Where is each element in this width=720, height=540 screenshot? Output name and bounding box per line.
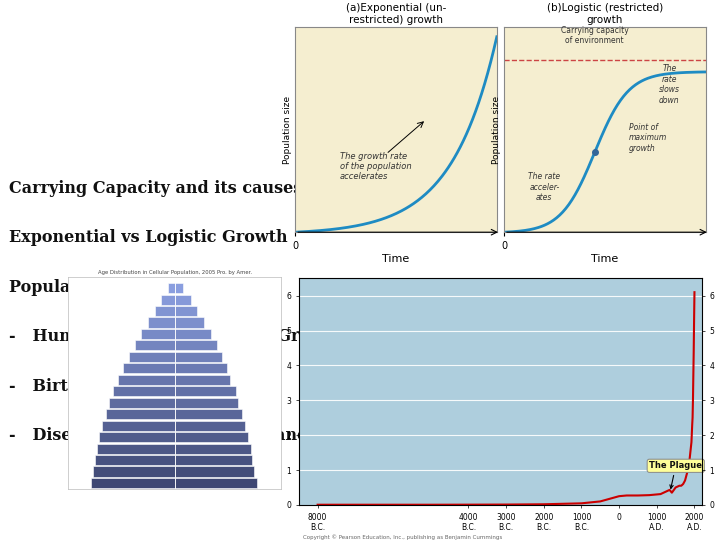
Bar: [129, 352, 175, 362]
Text: Carrying Capacity and its causes: Carrying Capacity and its causes: [9, 180, 302, 197]
Bar: [175, 294, 191, 305]
Bar: [96, 443, 175, 454]
Y-axis label: Population size: Population size: [492, 96, 501, 164]
Bar: [175, 397, 238, 408]
Bar: [118, 375, 175, 385]
Text: -   Human Population Growth Graph: - Human Population Growth Graph: [9, 328, 333, 345]
Title: (a)Exponential (un-
restricted) growth: (a)Exponential (un- restricted) growth: [346, 3, 446, 25]
Bar: [175, 375, 230, 385]
Bar: [155, 306, 175, 316]
Bar: [175, 352, 222, 362]
Bar: [175, 409, 242, 419]
Title: Age Distribution in Cellular Population, 2005 Pro. by Amer.: Age Distribution in Cellular Population,…: [98, 270, 251, 275]
Text: The Plague: The Plague: [649, 461, 702, 488]
Bar: [112, 386, 175, 396]
Y-axis label: Population size: Population size: [284, 96, 292, 164]
Bar: [109, 397, 175, 408]
Bar: [102, 421, 175, 431]
Bar: [175, 443, 251, 454]
Bar: [175, 478, 257, 488]
Text: -   Disease and Ecosystem Balance: - Disease and Ecosystem Balance: [9, 427, 317, 444]
Bar: [148, 318, 175, 328]
X-axis label: Time: Time: [382, 254, 410, 264]
Bar: [141, 329, 175, 339]
Text: Population Growth Graphs: Population Growth Graphs: [9, 279, 247, 296]
Bar: [175, 432, 248, 442]
Bar: [175, 363, 227, 373]
Bar: [175, 318, 204, 328]
Bar: [99, 432, 175, 442]
Text: Copyright © Pearson Education, Inc., publishing as Benjamin Cummings: Copyright © Pearson Education, Inc., pub…: [303, 535, 502, 540]
Bar: [135, 340, 175, 350]
Bar: [175, 467, 254, 477]
X-axis label: Time: Time: [591, 254, 618, 264]
Text: 2.1.4 Population Dynamics: 2.1.4 Population Dynamics: [18, 63, 603, 100]
Bar: [175, 386, 235, 396]
Text: Point of
maximum
growth: Point of maximum growth: [629, 123, 667, 153]
Text: -   Birth and Death Rates: - Birth and Death Rates: [9, 377, 233, 395]
Bar: [106, 409, 175, 419]
Bar: [175, 455, 253, 465]
Bar: [91, 478, 175, 488]
Bar: [175, 421, 246, 431]
Bar: [161, 294, 175, 305]
Title: (b)Logistic (restricted)
growth: (b)Logistic (restricted) growth: [546, 3, 663, 25]
Bar: [175, 306, 197, 316]
Text: The growth rate
of the population
accelerates: The growth rate of the population accele…: [340, 152, 411, 181]
Text: Carrying capacity
of environment: Carrying capacity of environment: [561, 26, 629, 45]
Bar: [168, 283, 175, 293]
Text: The rate
acceler-
ates: The rate acceler- ates: [528, 172, 560, 202]
Y-axis label: Human population size (billions): Human population size (billions): [719, 329, 720, 454]
Text: Exponential vs Logistic Growth: Exponential vs Logistic Growth: [9, 230, 288, 246]
Bar: [95, 455, 175, 465]
Bar: [93, 467, 175, 477]
Text: The
rate
slows
down: The rate slows down: [659, 64, 680, 105]
Bar: [175, 283, 184, 293]
Bar: [175, 340, 217, 350]
Bar: [123, 363, 175, 373]
Bar: [175, 329, 211, 339]
